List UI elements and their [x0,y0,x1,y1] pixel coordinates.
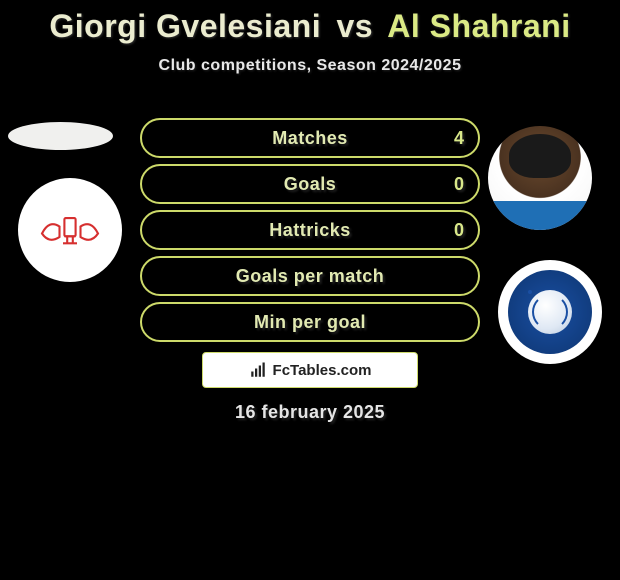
stat-value-right: 0 [454,220,464,241]
stat-value-right: 4 [454,128,464,149]
player2-club-logo [498,260,602,364]
player1-club-logo [18,178,122,282]
player1-avatar [8,122,113,150]
football-icon [528,290,572,334]
stat-row-matches: Matches 4 [140,118,480,158]
player2-avatar [488,126,592,230]
stat-row-min-per-goal: Min per goal [140,302,480,342]
source-badge[interactable]: FcTables.com [202,352,418,388]
stat-row-goals: Goals 0 [140,164,480,204]
stat-label: Hattricks [269,220,351,241]
club-crest-icon [508,270,592,354]
stats-column: Matches 4 Goals 0 Hattricks 0 Goals per … [140,118,480,423]
stat-label: Matches [272,128,348,149]
stat-label: Min per goal [254,312,366,333]
stat-label: Goals per match [236,266,385,287]
player2-name: Al Shahrani [387,8,570,44]
player1-name: Giorgi Gvelesiani [49,8,321,44]
stat-row-hattricks: Hattricks 0 [140,210,480,250]
club-crest-icon [35,205,105,255]
vs-text: vs [336,8,373,44]
stat-row-goals-per-match: Goals per match [140,256,480,296]
stat-label: Goals [284,174,337,195]
subtitle: Club competitions, Season 2024/2025 [0,57,620,75]
player2-shirt [488,201,592,230]
source-badge-text: FcTables.com [273,362,372,379]
comparison-card: Giorgi Gvelesiani vs Al Shahrani Club co… [0,0,620,75]
page-title: Giorgi Gvelesiani vs Al Shahrani [0,8,620,45]
stat-value-right: 0 [454,174,464,195]
bar-chart-icon [249,361,267,379]
date-text: 16 february 2025 [140,402,480,423]
